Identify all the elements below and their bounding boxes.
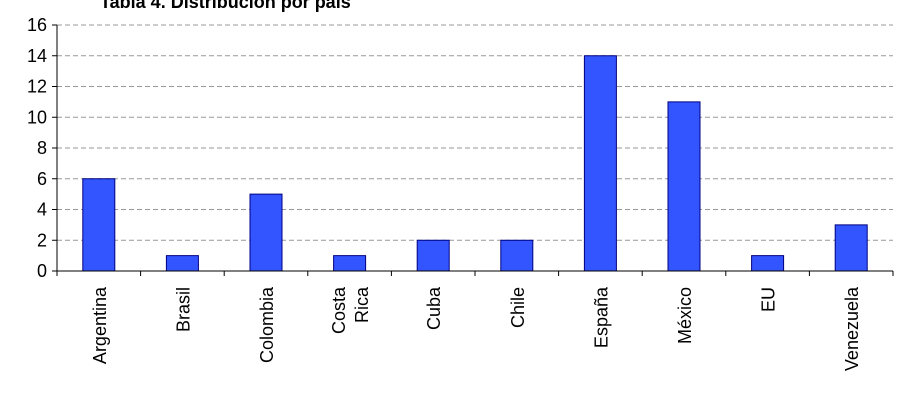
x-tick-label: México bbox=[675, 287, 695, 344]
y-tick-label: 0 bbox=[37, 261, 47, 281]
chart-title: Tabla 4. Distribución por país bbox=[100, 0, 351, 12]
bar bbox=[249, 193, 283, 272]
bar bbox=[82, 178, 116, 272]
x-tick-label: EU bbox=[759, 287, 779, 312]
y-tick-label: 14 bbox=[27, 46, 47, 66]
x-tick-label: Chile bbox=[508, 287, 528, 328]
x-tick-label: España bbox=[591, 286, 611, 348]
y-tick-labels: 0 2 4 6 8 10 12 14 16 bbox=[27, 15, 47, 281]
x-tick-label: Rica bbox=[352, 286, 372, 323]
x-tick-label: Brasil bbox=[173, 287, 193, 332]
bars bbox=[82, 55, 868, 272]
y-tick-label: 16 bbox=[27, 15, 47, 35]
bar bbox=[333, 255, 367, 272]
y-tick-label: 2 bbox=[37, 230, 47, 250]
bar bbox=[583, 55, 617, 272]
x-tick-label: Argentina bbox=[90, 286, 110, 364]
x-tick-label: Venezuela bbox=[842, 286, 862, 371]
axes bbox=[52, 24, 894, 276]
x-tick-labels: Argentina Brasil Colombia Costa Rica Cuba Chil… bbox=[90, 286, 862, 371]
x-tick-label: Costa bbox=[329, 286, 349, 334]
y-tick-label: 8 bbox=[37, 138, 47, 158]
y-tick-label: 6 bbox=[37, 169, 47, 189]
bar bbox=[667, 101, 701, 272]
bar bbox=[416, 239, 450, 272]
x-tick-label: Cuba bbox=[424, 286, 444, 330]
y-tick-label: 12 bbox=[27, 77, 47, 97]
y-tick-label: 4 bbox=[37, 200, 47, 220]
bar bbox=[500, 239, 534, 272]
x-tick-label: Colombia bbox=[257, 286, 277, 363]
y-tick-label: 10 bbox=[27, 107, 47, 127]
gridlines bbox=[57, 24, 893, 241]
bar bbox=[751, 255, 785, 272]
bar bbox=[165, 255, 199, 272]
bar bbox=[834, 224, 868, 272]
